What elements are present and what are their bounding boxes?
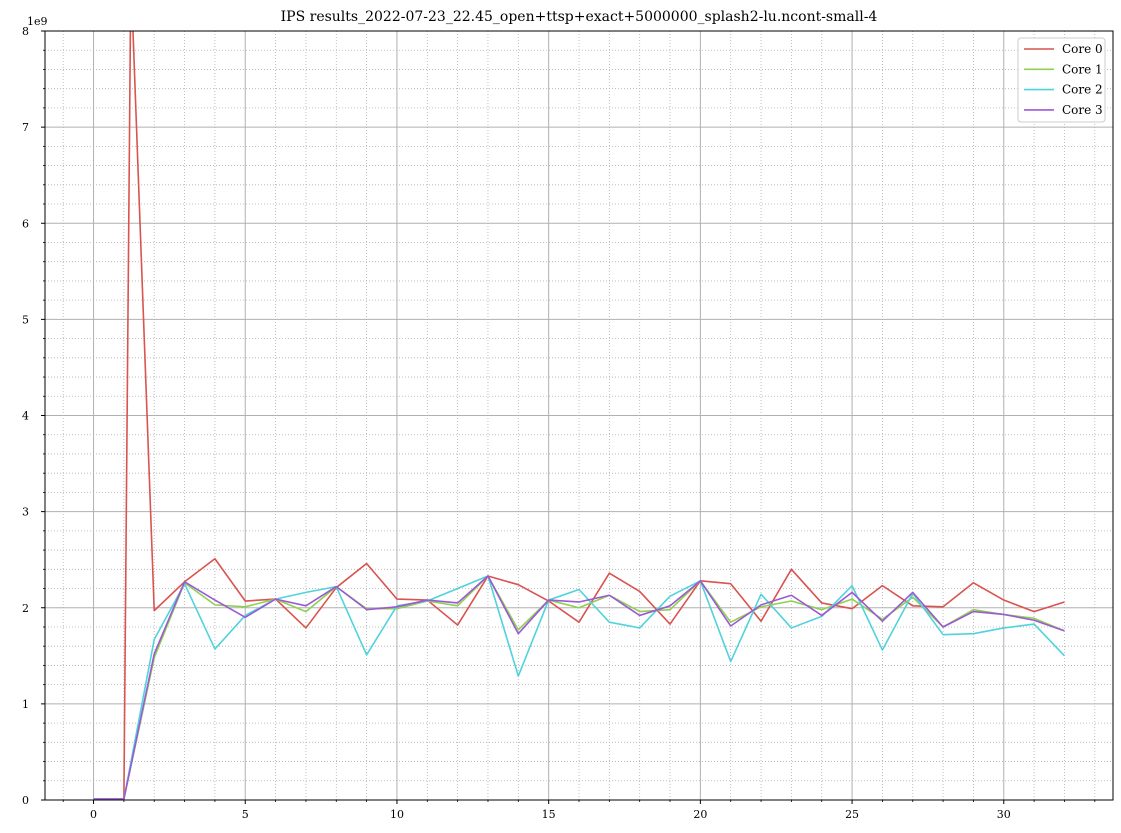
y-tick-label: 0	[22, 794, 29, 807]
legend-label: Core 3	[1062, 103, 1103, 117]
legend: Core 0 Core 1 Core 2 Core 3	[1017, 37, 1106, 123]
legend-label: Core 1	[1062, 62, 1103, 76]
legend-label: Core 2	[1062, 83, 1103, 97]
series-line-core-1	[93, 575, 1065, 800]
x-tick-label: 0	[90, 808, 97, 821]
grid	[45, 30, 1113, 801]
y-tick-label: 6	[22, 217, 29, 230]
x-tick-label: 30	[997, 808, 1011, 821]
y-tick-label: 4	[22, 410, 29, 423]
y-offset-label: 1e9	[27, 15, 48, 28]
x-tick-label: 25	[845, 808, 859, 821]
legend-box	[1017, 37, 1106, 123]
y-tick-label: 2	[22, 602, 29, 615]
x-tick-label: 20	[693, 808, 707, 821]
chart-title: IPS results_2022-07-23_22.45_open+ttsp+e…	[281, 9, 878, 25]
x-tick-label: 10	[390, 808, 404, 821]
series-line-core-0	[93, 31, 1065, 800]
series-group	[93, 31, 1066, 800]
y-tick-label: 3	[22, 506, 29, 519]
x-tick-label: 15	[542, 808, 556, 821]
y-tick-label: 5	[22, 313, 29, 326]
legend-label: Core 0	[1062, 42, 1103, 56]
x-tick-label: 5	[242, 808, 249, 821]
y-tick-label: 1	[22, 698, 29, 711]
y-tick-label: 7	[22, 121, 29, 134]
y-tick-label: 8	[22, 25, 29, 38]
series-line-core-2	[93, 575, 1066, 800]
axis-ticks: 0 5 10 15 20 25 30 0 1 2 3 4 5 6 7 8	[22, 25, 1096, 821]
series-line-core-3	[93, 575, 1065, 800]
